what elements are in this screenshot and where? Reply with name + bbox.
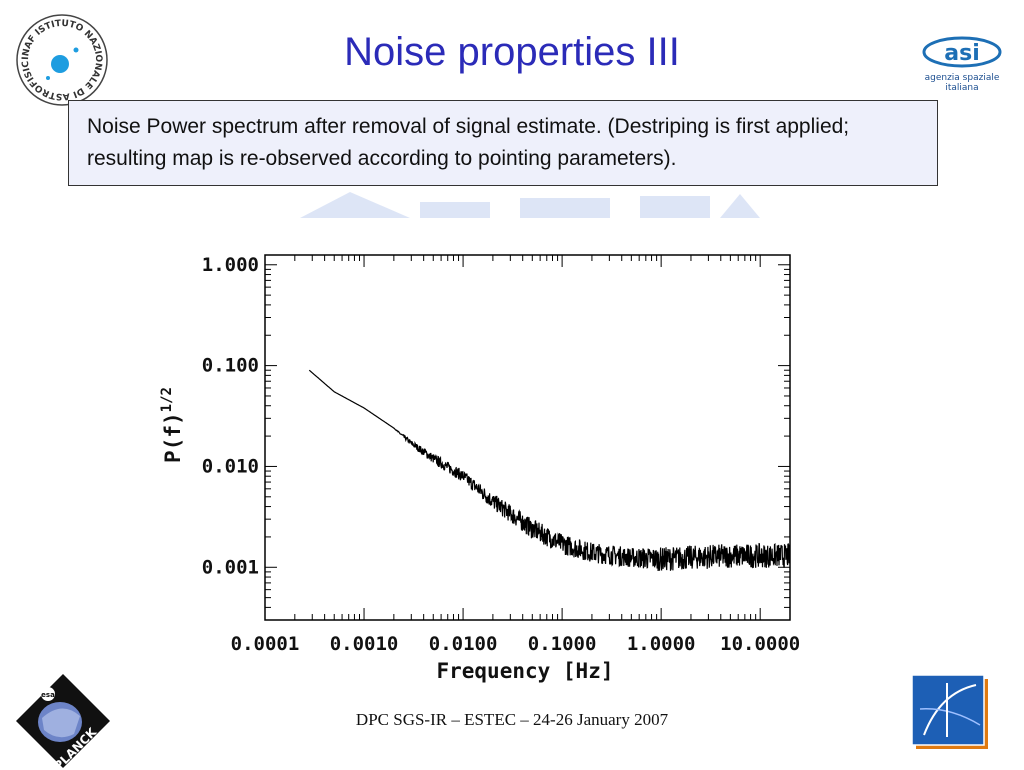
x-tick-label: 0.0100 (429, 633, 498, 655)
x-tick-labels: 0.0001 0.0010 0.0100 0.1000 1.0000 10.0000 (231, 633, 800, 655)
y-tick-label: 0.100 (202, 355, 259, 377)
x-tick-label: 10.0000 (720, 633, 800, 655)
y-tick-label: 1.000 (202, 254, 259, 276)
series-line-noise-spectrum (308, 369, 791, 572)
inaf-logo: INAF ISTITUTO NAZIONALE DI ASTROFISICA (14, 12, 108, 106)
slide-title: Noise properties III (344, 30, 680, 74)
noise-spectrum-chart: 0.0001 0.0010 0.0100 0.1000 1.0000 10.0000 0.… (159, 254, 800, 683)
asi-logo-line1: agenzia spaziale (925, 73, 1000, 83)
y-axis-label-sup: 1/2 (159, 387, 175, 412)
y-axis-label-main: P(f) (161, 412, 185, 463)
x-tick-label: 0.1000 (528, 633, 597, 655)
slide-footer: DPC SGS-IR – ESTEC – 24-26 January 2007 (355, 710, 669, 729)
x-tick-label: 0.0010 (330, 633, 399, 655)
description-box: Noise Power spectrum after removal of si… (68, 100, 938, 186)
svg-text:asi: asi (944, 41, 979, 66)
esa-text: esa (41, 691, 55, 699)
x-axis-label: Frequency [Hz] (436, 659, 613, 683)
y-tick-label: 0.010 (202, 455, 259, 477)
y-tick-label: 0.001 (202, 556, 259, 578)
y-axis-label: P(f)1/2 (159, 387, 185, 463)
plot-frame (264, 254, 791, 621)
asi-logo: asi agenzia spaziale italiana (922, 36, 1002, 93)
dpc-logo (911, 674, 988, 749)
planck-logo: esa PLANCK (16, 674, 110, 770)
plot-border (264, 254, 791, 621)
y-tick-labels: 0.001 0.010 0.100 1.000 (202, 254, 259, 579)
axis-ticks (264, 255, 791, 621)
x-tick-label: 0.0001 (231, 633, 300, 655)
asi-logo-line2: italiana (945, 83, 978, 93)
watermark-graphic (300, 192, 760, 218)
x-tick-label: 1.0000 (627, 633, 696, 655)
